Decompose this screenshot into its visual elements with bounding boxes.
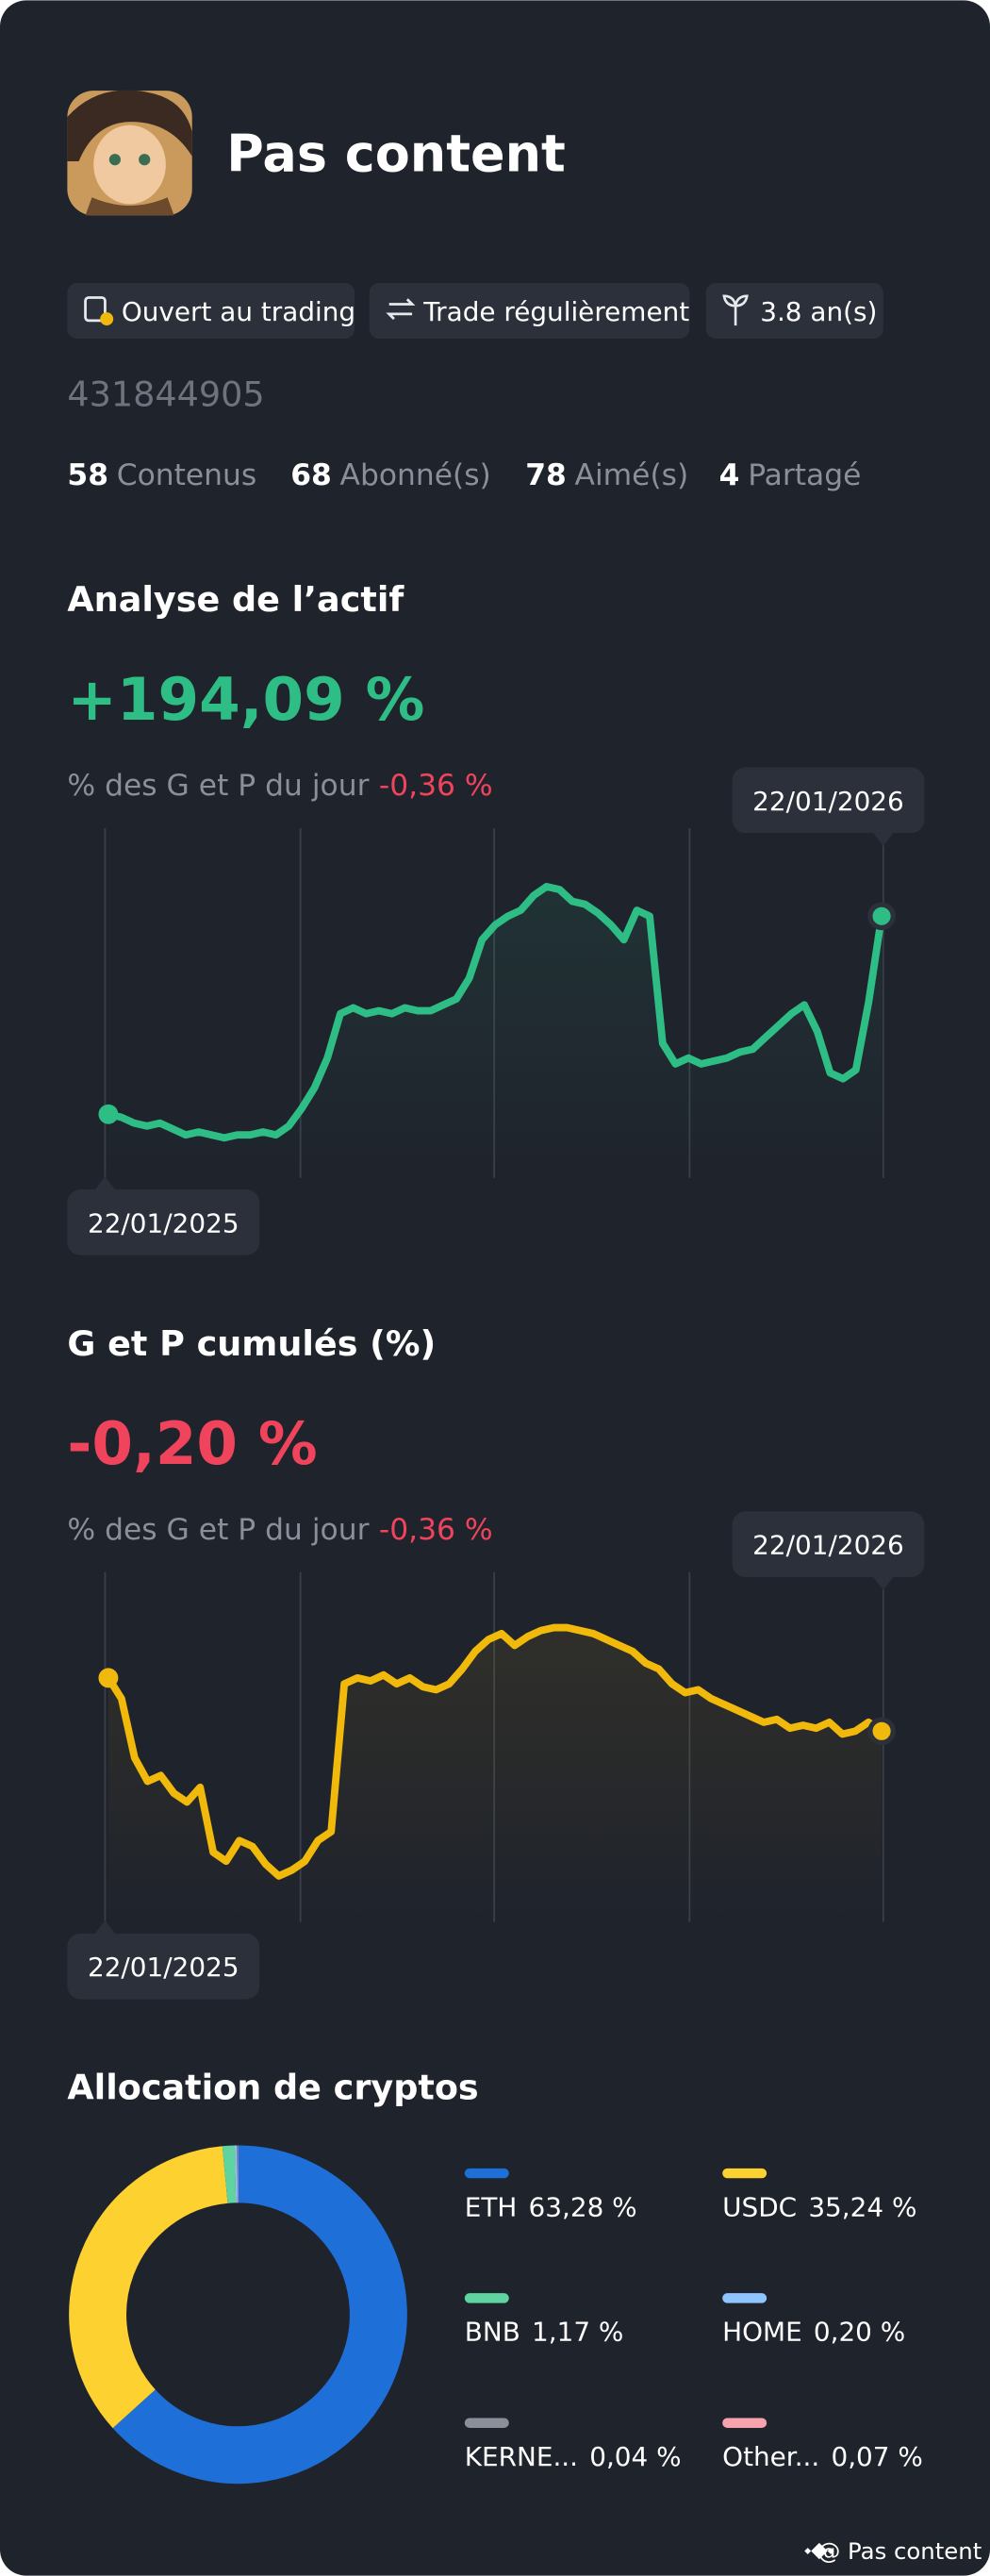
tooltip-label: 22/01/2026 bbox=[752, 786, 904, 817]
badge: Trade régulièrement bbox=[369, 282, 690, 340]
line-chart-section: Analyse de l’actif +194,09 % % des G et P … bbox=[67, 579, 925, 1255]
legend-entry: BNB 1,17 % bbox=[465, 2317, 624, 2348]
legend-value: 35,24 % bbox=[808, 2191, 916, 2222]
avatar bbox=[67, 90, 192, 216]
tooltip-box bbox=[67, 1189, 260, 1255]
legend-swatch bbox=[722, 2168, 767, 2179]
legend-entry: USDC 35,24 % bbox=[722, 2191, 916, 2222]
stat-label: Partagé bbox=[748, 458, 861, 492]
donut-segment bbox=[69, 2146, 229, 2429]
daily-change: % des G et P du jour -0,36 % bbox=[67, 1513, 492, 1547]
legend-swatch bbox=[722, 2418, 767, 2428]
tooltip-box bbox=[732, 767, 925, 834]
section-title: Allocation de cryptos bbox=[67, 2068, 478, 2108]
stat-value: 78 bbox=[525, 458, 567, 492]
area-fill bbox=[107, 1627, 883, 1922]
daily-value: -0,36 % bbox=[379, 1513, 493, 1547]
area-fill bbox=[107, 886, 883, 1178]
legend-swatch bbox=[464, 2168, 509, 2179]
section-title: G et P cumulés (%) bbox=[67, 1323, 436, 1364]
legend-name: Other... bbox=[722, 2441, 819, 2472]
tooltip-label: 22/01/2026 bbox=[752, 1530, 904, 1561]
donut-segment bbox=[222, 2145, 237, 2203]
start-point bbox=[98, 1104, 119, 1124]
stat-value: 68 bbox=[290, 458, 332, 492]
badge-label: 3.8 an(s) bbox=[760, 296, 877, 327]
legend-name: KERNE... bbox=[465, 2441, 578, 2472]
tooltip-box bbox=[67, 1933, 260, 2000]
tooltip-pointer bbox=[94, 1920, 115, 1934]
tooltip-label: 22/01/2025 bbox=[88, 1952, 239, 1983]
profile-id: 431844905 bbox=[67, 374, 264, 414]
legend-entry: HOME 0,20 % bbox=[722, 2317, 905, 2348]
daily-label: % des G et P du jour bbox=[67, 769, 369, 803]
legend-name: BNB bbox=[465, 2317, 520, 2348]
legend-entry: Other... 0,07 % bbox=[722, 2441, 923, 2472]
profile-name: Pas content bbox=[226, 124, 566, 183]
donut-segment bbox=[112, 2145, 407, 2485]
badge-label: Ouvert au trading bbox=[122, 296, 355, 327]
tooltip-label: 22/01/2025 bbox=[88, 1207, 239, 1238]
tooltip-box bbox=[732, 1511, 925, 1577]
legend-swatch bbox=[464, 2418, 509, 2428]
legend-entry: KERNE... 0,04 % bbox=[465, 2441, 682, 2472]
daily-value: -0,36 % bbox=[379, 769, 493, 803]
legend-value: 63,28 % bbox=[529, 2191, 637, 2222]
stat-label: Abonné(s) bbox=[340, 458, 491, 492]
legend-value: 1,17 % bbox=[532, 2317, 623, 2348]
line-series bbox=[107, 883, 885, 1142]
tooltip-pointer bbox=[873, 1576, 894, 1590]
tooltip-pointer bbox=[94, 1176, 115, 1190]
stat-value: 58 bbox=[67, 458, 108, 492]
daily-label: % des G et P du jour bbox=[67, 1513, 369, 1547]
allocation-section: Allocation de cryptos ETH 63,28 % USDC 35,24… bbox=[67, 2068, 923, 2485]
end-point bbox=[867, 1717, 896, 1746]
stats-row: 58 Contenus 68 Abonné(s) 78 Aimé(s) 4 Partag… bbox=[67, 458, 861, 492]
legend-entry: ETH 63,28 % bbox=[465, 2191, 637, 2222]
line-chart-section: G et P cumulés (%) -0,20 % % des G et P du… bbox=[67, 1323, 925, 2000]
headline-value: -0,20 % bbox=[67, 1409, 317, 1478]
headline-value: +194,09 % bbox=[67, 665, 424, 734]
legend-swatch bbox=[722, 2293, 767, 2303]
legend-name: USDC bbox=[722, 2191, 797, 2222]
badge-label: Trade régulièrement bbox=[422, 296, 689, 327]
stat-label: Aimé(s) bbox=[575, 458, 689, 492]
legend-name: ETH bbox=[465, 2191, 518, 2222]
stat-value: 4 bbox=[719, 458, 740, 492]
line-series bbox=[105, 1623, 884, 1880]
footer-text: @ Pas content bbox=[817, 2537, 982, 2565]
legend-value: 0,04 % bbox=[589, 2441, 681, 2472]
footer: @ Pas content bbox=[804, 2537, 982, 2565]
daily-change: % des G et P du jour -0,36 % bbox=[67, 769, 492, 803]
badge: 3.8 an(s) bbox=[705, 282, 883, 340]
section-title: Analyse de l’actif bbox=[67, 579, 404, 620]
legend-name: HOME bbox=[722, 2317, 802, 2348]
legend-value: 0,07 % bbox=[831, 2441, 922, 2472]
badge: Ouvert au trading bbox=[67, 282, 355, 340]
end-point bbox=[867, 902, 896, 931]
legend-value: 0,20 % bbox=[814, 2317, 905, 2348]
legend-swatch bbox=[464, 2293, 509, 2303]
stat-label: Contenus bbox=[117, 458, 257, 492]
tooltip-pointer bbox=[873, 833, 894, 847]
start-point bbox=[98, 1668, 119, 1688]
